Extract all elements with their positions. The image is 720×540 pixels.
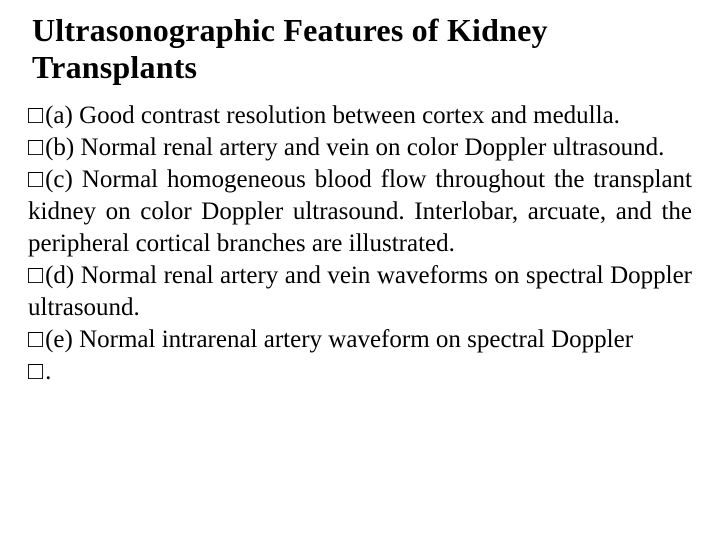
slide-body: □(a) Good contrast resolution between co… xyxy=(28,100,692,388)
item-text: Normal intrarenal artery waveform on spe… xyxy=(79,326,633,353)
list-item: □(a) Good contrast resolution between co… xyxy=(28,100,692,132)
item-text: . xyxy=(45,358,51,385)
bullet-icon: □ xyxy=(28,100,43,132)
item-label: (d) xyxy=(45,262,74,289)
title-line-1: Ultrasonographic Features of Kidney xyxy=(32,12,548,48)
item-text: Normal renal artery and vein on color Do… xyxy=(81,134,665,161)
bullet-icon: □ xyxy=(28,132,43,164)
slide-title: Ultrasonographic Features of Kidney Tran… xyxy=(32,12,692,86)
bullet-icon: □ xyxy=(28,356,43,388)
slide: Ultrasonographic Features of Kidney Tran… xyxy=(0,0,720,540)
item-label: (c) xyxy=(45,166,73,193)
bullet-icon: □ xyxy=(28,164,43,196)
list-item: □(b) Normal renal artery and vein on col… xyxy=(28,132,692,164)
bullet-icon: □ xyxy=(28,324,43,356)
item-label: (e) xyxy=(45,326,73,353)
title-line-2: Transplants xyxy=(32,49,197,85)
item-text: Normal renal artery and vein waveforms o… xyxy=(28,262,692,321)
item-text: Good contrast resolution between cortex … xyxy=(79,102,620,129)
list-item: □. xyxy=(28,356,692,388)
item-label: (a) xyxy=(45,102,73,129)
list-item: □(c) Normal homogeneous blood flow throu… xyxy=(28,164,692,260)
list-item: □(e) Normal intrarenal artery waveform o… xyxy=(28,324,692,356)
bullet-icon: □ xyxy=(28,260,43,292)
item-label: (b) xyxy=(45,134,74,161)
item-text: Normal homogeneous blood flow throughout… xyxy=(28,166,692,257)
list-item: □(d) Normal renal artery and vein wavefo… xyxy=(28,260,692,324)
